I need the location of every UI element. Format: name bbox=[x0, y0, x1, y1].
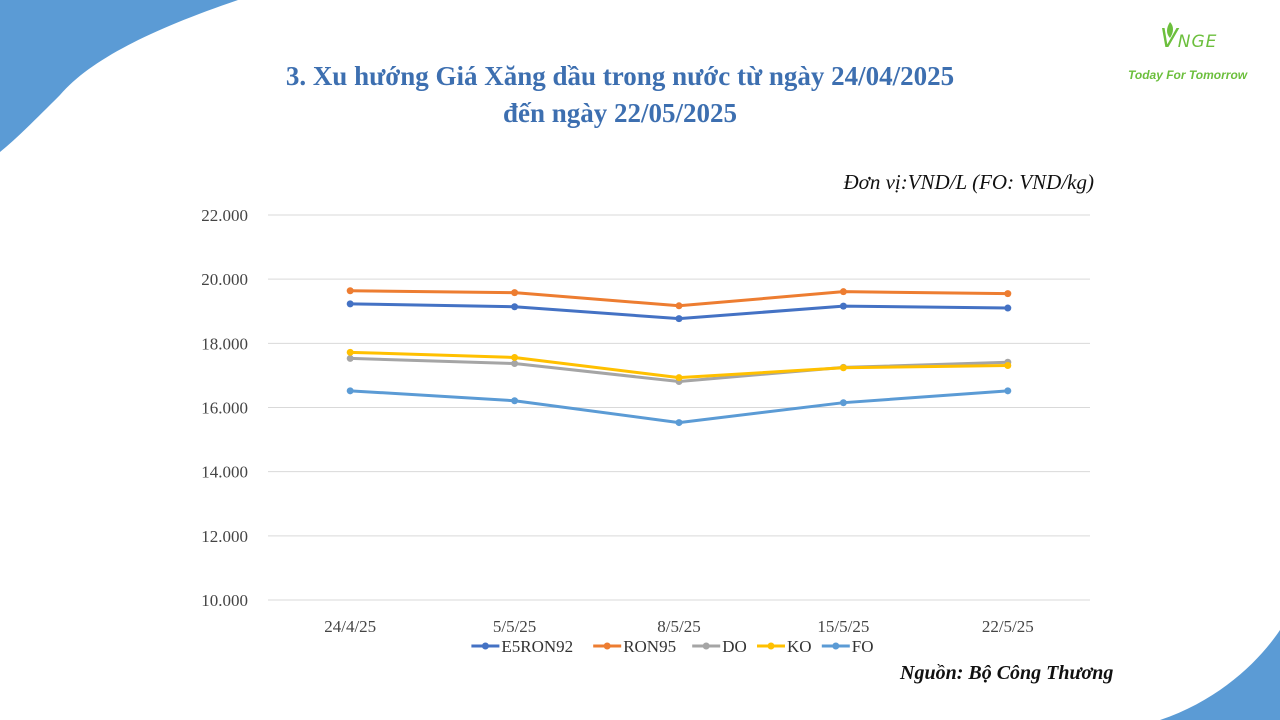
data-point-do bbox=[511, 360, 519, 368]
unit-label: Đơn vị:VND/L (FO: VND/kg) bbox=[843, 170, 1094, 194]
data-point-fo bbox=[346, 387, 354, 395]
legend-swatch-marker bbox=[767, 642, 775, 650]
legend-swatch-marker bbox=[702, 642, 710, 650]
data-point-ko bbox=[839, 364, 847, 372]
chart-gridlines bbox=[268, 214, 1090, 601]
bottom-right-wave-shape bbox=[1160, 630, 1280, 720]
x-tick-label: 22/5/25 bbox=[982, 617, 1034, 636]
series-e5ron92 bbox=[346, 300, 1012, 323]
data-point-ron95 bbox=[346, 287, 354, 295]
data-point-e5ron92 bbox=[839, 302, 847, 310]
data-point-ko bbox=[511, 353, 519, 361]
data-point-ron95 bbox=[511, 289, 519, 297]
title-line-1: 3. Xu hướng Giá Xăng dầu trong nước từ n… bbox=[285, 61, 955, 91]
y-tick-label: 10.000 bbox=[201, 591, 248, 610]
vnge-logo bbox=[1167, 22, 1173, 38]
legend-label: E5RON92 bbox=[501, 637, 573, 656]
data-point-do bbox=[346, 354, 354, 362]
legend-item-fo: FO bbox=[821, 637, 874, 656]
logo-letter-v: V bbox=[1160, 24, 1178, 54]
x-tick-label: 24/4/25 bbox=[324, 617, 376, 636]
logo-wordmark: VNGE bbox=[1160, 24, 1217, 54]
legend-label: FO bbox=[852, 637, 874, 656]
legend-item-do: DO bbox=[692, 637, 747, 656]
chart-legend: E5RON92 RON95 DO KO FO bbox=[471, 637, 874, 656]
series-line-fo bbox=[348, 389, 1010, 425]
legend-item-e5ron92: E5RON92 bbox=[471, 637, 573, 656]
logo-tagline: Today For Tomorrow bbox=[1128, 68, 1248, 82]
page-title: 3. Xu hướng Giá Xăng dầu trong nước từ n… bbox=[160, 58, 1080, 132]
legend-item-ko: KO bbox=[757, 637, 812, 656]
logo-letters-nge: NGE bbox=[1177, 32, 1218, 52]
x-axis-tick-labels: 24/4/25 5/5/25 8/5/25 15/5/25 22/5/25 bbox=[324, 617, 1034, 636]
data-point-ko bbox=[675, 374, 683, 382]
legend-swatch-marker bbox=[603, 642, 611, 650]
legend-label: DO bbox=[722, 637, 747, 656]
data-point-ko bbox=[346, 348, 354, 356]
data-point-ron95 bbox=[839, 288, 847, 296]
legend-item-ron95: RON95 bbox=[593, 637, 676, 656]
y-tick-label: 22.000 bbox=[201, 206, 248, 225]
data-point-fo bbox=[839, 399, 847, 407]
series-ko bbox=[346, 348, 1012, 382]
x-tick-label: 15/5/25 bbox=[817, 617, 869, 636]
legend-label: KO bbox=[787, 637, 812, 656]
chart-series bbox=[346, 287, 1012, 427]
data-point-ko bbox=[1004, 361, 1012, 369]
data-point-ron95 bbox=[1004, 290, 1012, 298]
x-tick-label: 8/5/25 bbox=[657, 617, 700, 636]
top-left-wave-shape bbox=[0, 0, 238, 152]
y-tick-label: 16.000 bbox=[201, 399, 248, 418]
legend-swatch-marker bbox=[832, 642, 840, 650]
data-point-e5ron92 bbox=[511, 303, 519, 311]
y-tick-label: 18.000 bbox=[201, 334, 248, 353]
y-tick-label: 12.000 bbox=[201, 527, 248, 546]
data-point-fo bbox=[675, 419, 683, 427]
legend-label: RON95 bbox=[623, 637, 676, 656]
data-point-ron95 bbox=[675, 302, 683, 310]
y-axis-tick-labels: 10.000 12.000 14.000 16.000 18.000 20.000 22.0… bbox=[201, 206, 248, 610]
data-point-e5ron92 bbox=[1004, 304, 1012, 312]
data-point-e5ron92 bbox=[346, 300, 354, 308]
series-ron95 bbox=[346, 287, 1012, 310]
y-tick-label: 20.000 bbox=[201, 270, 248, 289]
data-point-e5ron92 bbox=[675, 315, 683, 323]
legend-swatch-marker bbox=[481, 642, 489, 650]
title-line-2: đến ngày 22/05/2025 bbox=[502, 98, 738, 128]
source-label: Nguồn: Bộ Công Thương bbox=[900, 662, 1114, 684]
x-tick-label: 5/5/25 bbox=[493, 617, 536, 636]
data-point-fo bbox=[511, 397, 519, 405]
logo-leaf-icon bbox=[1167, 22, 1173, 38]
series-fo bbox=[346, 387, 1012, 427]
y-tick-label: 14.000 bbox=[201, 463, 248, 482]
data-point-fo bbox=[1004, 387, 1012, 395]
